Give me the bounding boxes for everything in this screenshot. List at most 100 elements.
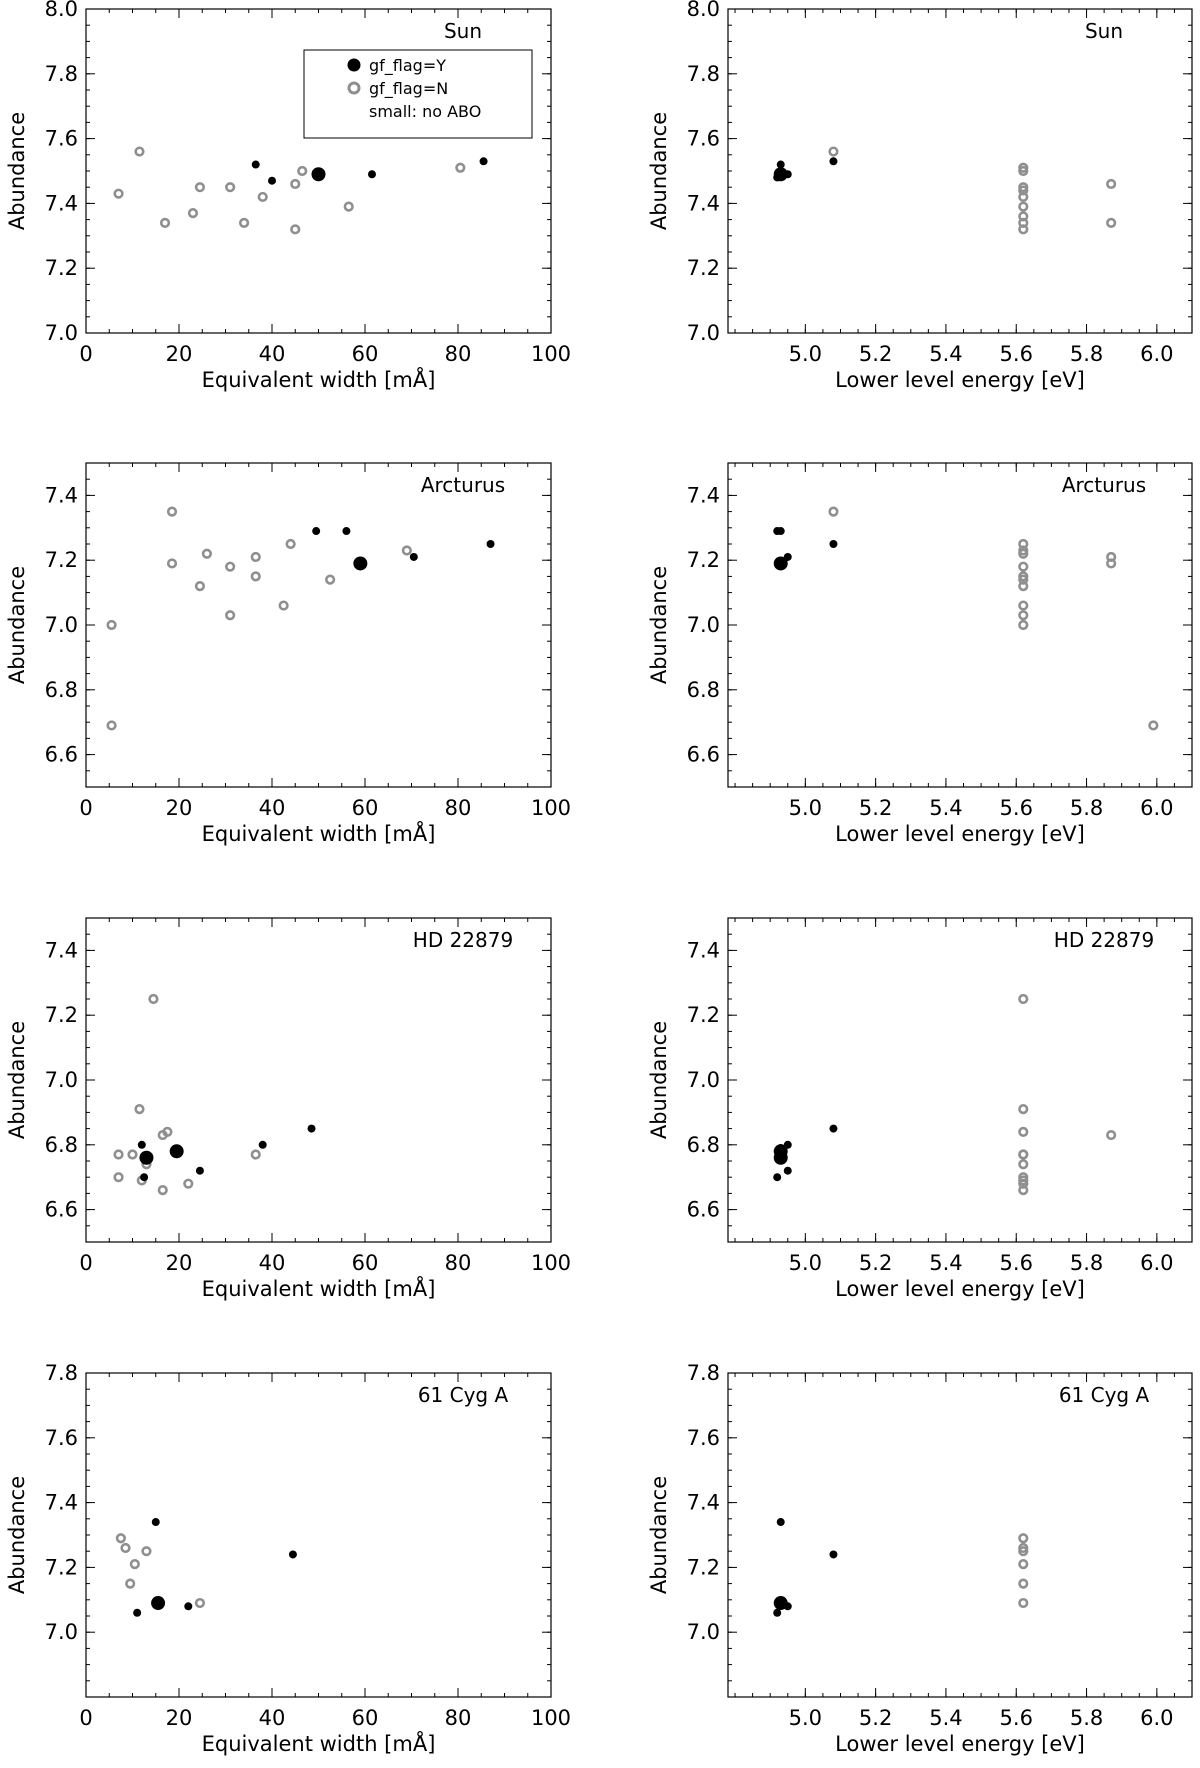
y-tick-label: 7.2 [45, 548, 78, 572]
y-tick-label: 7.2 [45, 256, 78, 280]
data-point-gf-n [1018, 1578, 1029, 1589]
x-tick-label: 100 [531, 1251, 571, 1275]
data-point-gf-y [773, 1144, 788, 1159]
data-point-gf-y-small [137, 1140, 146, 1149]
data-point-gf-y-small [133, 1608, 142, 1617]
x-tick-label: 80 [445, 796, 472, 820]
data-point-gf-n [148, 993, 159, 1005]
plot-frame [727, 462, 1193, 788]
data-point-gf-n [1106, 217, 1117, 228]
panel-61-cyg-a-energy: 7.0 7.2 7.4 7.6 7.8 5.0 5.2 5.4 5.6 5.8 6.0 Lower l… [647, 1361, 1193, 1756]
x-tick-label: 5.4 [929, 1706, 962, 1730]
data-point-gf-n [1018, 1533, 1029, 1544]
data-point-gf-n [1018, 610, 1029, 621]
y-tick-label: 7.2 [687, 256, 720, 280]
data-point-gf-n [125, 1578, 136, 1589]
data-point-gf-n [134, 1104, 145, 1115]
legend-entry: small: no ABO [369, 102, 481, 121]
data-point-gf-n [278, 600, 289, 611]
y-tick-label: 8.0 [45, 0, 78, 21]
data-point-gf-n [194, 182, 206, 193]
x-tick-label: 5.4 [929, 342, 962, 366]
data-point-gf-n [106, 720, 117, 731]
x-axis-label: Lower level energy [eV] [835, 368, 1085, 392]
data-point-gf-n [106, 619, 117, 631]
data-point-gf-n [134, 146, 145, 157]
y-tick-label: 7.2 [687, 1003, 720, 1027]
star-label: HD 22879 [413, 928, 513, 952]
data-point-gf-y-small [829, 157, 838, 166]
plot-frame [85, 462, 552, 788]
data-point-gf-n [1018, 600, 1029, 611]
data-point-gf-n [325, 574, 336, 585]
y-tick-label: 6.8 [45, 1133, 78, 1157]
x-tick-label: 5.6 [1000, 796, 1033, 820]
x-tick-label: 40 [259, 796, 286, 820]
data-point-gf-y-small [773, 1173, 782, 1182]
y-tick-label: 7.8 [687, 62, 720, 86]
y-tick-label: 7.0 [45, 613, 78, 637]
x-axis-label: Lower level energy [eV] [835, 822, 1085, 846]
data-point-gf-n [187, 208, 199, 219]
y-tick-label: 7.2 [687, 548, 720, 572]
x-axis-label: Lower level energy [eV] [835, 1277, 1085, 1301]
data-point-gf-n [113, 1149, 124, 1160]
panel-61-cyg-a-ew: 7.0 7.2 7.4 7.6 7.8 0 20 40 60 80 100 Equivalent wi… [5, 1361, 571, 1756]
data-point-gf-y-small [195, 1166, 204, 1175]
data-point-gf-n [194, 581, 206, 592]
x-tick-label: 6.0 [1140, 1251, 1173, 1275]
y-tick-label: 7.0 [687, 321, 720, 345]
data-point-gf-n [162, 1126, 173, 1137]
data-point-gf-n [113, 188, 124, 199]
data-point-gf-y [353, 556, 368, 571]
data-point-gf-n [297, 165, 308, 177]
y-tick-label: 7.4 [45, 1491, 78, 1515]
data-point-gf-y-small [776, 527, 785, 536]
x-tick-label: 5.4 [929, 796, 962, 820]
y-axis-label: Abundance [5, 1021, 29, 1139]
data-point-gf-n [285, 538, 296, 550]
y-axis-label: Abundance [5, 566, 29, 684]
data-point-gf-n [250, 571, 261, 582]
data-point-gf-y-small [479, 157, 488, 166]
y-tick-label: 7.4 [687, 483, 720, 507]
data-point-gf-y-small [342, 527, 351, 536]
panel-arcturus-ew: 6.6 6.8 7.0 7.2 7.4 0 20 40 60 80 100 Equivalent wi… [5, 462, 571, 846]
x-tick-label: 20 [166, 342, 193, 366]
data-point-gf-y-small [288, 1550, 297, 1559]
data-point-gf-y-small [184, 1602, 193, 1611]
plot-frame [85, 1372, 552, 1698]
data-point-gf-y-small [251, 160, 260, 169]
legend: gf_flag=Y gf_flag=N small: no ABO [303, 49, 533, 139]
star-label: Sun [444, 19, 482, 43]
data-point-gf-n [225, 610, 236, 621]
data-point-gf-n [1106, 1129, 1117, 1141]
data-point-gf-n [1018, 224, 1029, 235]
legend-entry: gf_flag=N [369, 79, 448, 99]
x-tick-label: 6.0 [1140, 342, 1173, 366]
data-point-gf-y-small [773, 1608, 782, 1617]
legend-marker-open [347, 81, 361, 95]
x-tick-label: 5.8 [1070, 342, 1103, 366]
data-point-gf-y [773, 167, 788, 182]
data-point-gf-n [159, 217, 171, 228]
x-tick-label: 80 [445, 1706, 472, 1730]
x-tick-label: 5.8 [1070, 1706, 1103, 1730]
x-tick-label: 5.2 [859, 1706, 892, 1730]
data-point-gf-y-small [268, 176, 276, 185]
y-tick-label: 7.4 [45, 191, 78, 215]
data-point-gf-y [151, 1596, 166, 1611]
y-tick-label: 7.8 [45, 1361, 78, 1385]
x-tick-label: 100 [531, 1706, 571, 1730]
x-tick-label: 40 [259, 1251, 286, 1275]
data-point-gf-n [343, 201, 354, 212]
data-point-gf-y-small [151, 1518, 160, 1527]
y-tick-label: 7.6 [45, 1426, 78, 1450]
x-tick-label: 0 [79, 1706, 92, 1730]
y-axis-label: Abundance [647, 1021, 671, 1139]
data-point-gf-n [1018, 1159, 1029, 1170]
data-point-gf-n [1018, 993, 1029, 1005]
y-tick-label: 7.2 [687, 1555, 720, 1579]
y-tick-label: 6.8 [687, 1133, 720, 1157]
